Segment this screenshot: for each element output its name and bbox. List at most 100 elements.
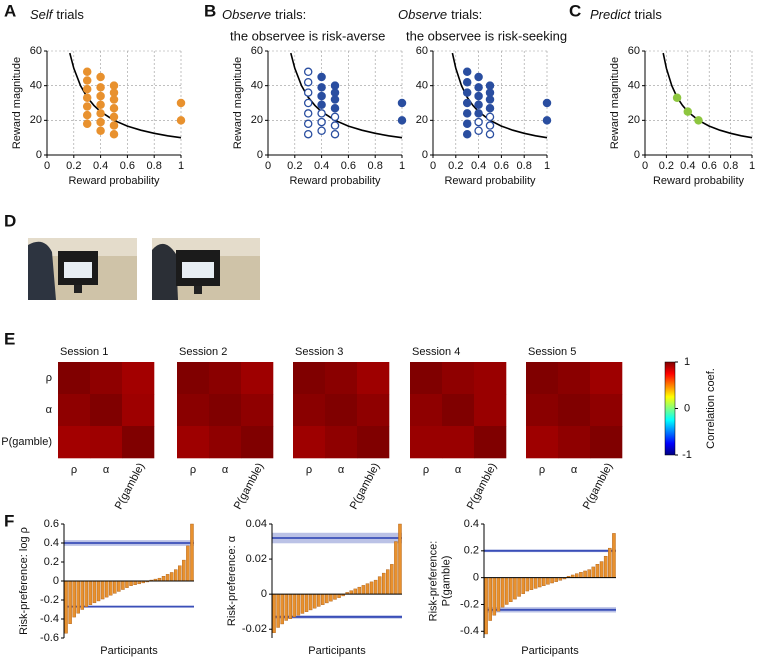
bar — [68, 580, 72, 624]
point — [96, 72, 105, 82]
y-tick-label: 40 — [30, 80, 42, 92]
y-tick-label: 0.02 — [246, 553, 267, 565]
column-label: α — [571, 464, 578, 476]
bar — [173, 569, 178, 582]
title-emphasis: Observe — [398, 7, 447, 22]
bar — [133, 580, 137, 585]
point — [330, 81, 340, 90]
bar — [92, 580, 97, 604]
column-label: ρ — [539, 464, 545, 476]
point — [474, 109, 483, 118]
x-tick-label: 1 — [399, 160, 405, 172]
point — [485, 95, 495, 104]
x-tick-label: 0.8 — [517, 160, 532, 172]
y-tick-label: 0.2 — [44, 556, 59, 568]
x-tick-label: 0.4 — [314, 160, 329, 172]
point — [317, 83, 326, 92]
photo-screen — [182, 262, 214, 278]
point — [109, 112, 119, 122]
photo-person — [152, 243, 178, 300]
bar — [377, 576, 382, 595]
point — [176, 98, 186, 108]
point — [474, 91, 483, 101]
colorbar-tick-label: 1 — [684, 356, 690, 368]
bar — [80, 580, 85, 610]
bar — [504, 577, 509, 605]
heatmap-cell — [526, 362, 559, 395]
point — [303, 129, 313, 139]
column-label: ρ — [306, 464, 312, 476]
heatmap-cell — [590, 394, 623, 427]
heatmap-cell — [590, 426, 623, 459]
heatmap-cell — [526, 394, 559, 427]
heatmap-cell — [558, 394, 591, 427]
heatmap-title: Session 4 — [412, 346, 460, 358]
point — [474, 83, 483, 92]
point — [109, 103, 119, 113]
panel-title: Predict trials — [590, 7, 662, 22]
point — [317, 126, 326, 135]
title-emphasis: Predict — [590, 7, 632, 22]
point — [462, 67, 472, 77]
x-tick-label: 0.4 — [93, 160, 108, 172]
panel-subtitle: the observee is risk-averse — [230, 28, 385, 43]
y-tick-label: 0.04 — [246, 518, 267, 530]
row-label: α — [46, 404, 53, 416]
y-tick-label: -0.4 — [460, 625, 479, 637]
heatmap-cell — [558, 426, 591, 459]
photo — [152, 238, 260, 300]
point — [462, 109, 472, 118]
x-tick-label: 0.6 — [120, 160, 135, 172]
heatmap-cell — [58, 426, 91, 459]
point — [485, 129, 495, 139]
point — [397, 98, 407, 108]
bar — [365, 583, 370, 595]
bar — [337, 593, 341, 598]
x-axis-label: Participants — [521, 645, 579, 657]
heatmap-cell — [90, 394, 123, 427]
bar — [369, 581, 374, 595]
bar — [272, 593, 276, 633]
heatmap-cell — [526, 426, 559, 459]
point — [462, 77, 472, 87]
bar — [178, 565, 182, 582]
heatmap-cell — [122, 362, 155, 395]
x-tick-label: 0 — [265, 160, 271, 172]
heatmap-cell — [474, 394, 507, 427]
heatmap-cell — [590, 362, 623, 395]
column-label: α — [338, 464, 345, 476]
bar — [509, 577, 513, 602]
heatmap-cell — [293, 362, 326, 395]
bar — [308, 593, 313, 611]
x-axis-label: Reward probability — [444, 175, 536, 187]
point — [330, 88, 340, 97]
bar — [84, 580, 89, 607]
panel-letter: B — [204, 1, 216, 20]
y-axis-label: Reward magnitude — [11, 57, 23, 149]
bar — [537, 577, 542, 588]
heatmap-cell — [442, 394, 475, 427]
point — [330, 95, 340, 104]
point — [303, 67, 313, 77]
photo — [28, 238, 137, 300]
colorbar-tick-label: 0 — [684, 402, 690, 414]
point — [474, 126, 483, 135]
panel-letter: C — [569, 1, 581, 20]
y-tick-label: 60 — [416, 45, 428, 57]
bar — [280, 593, 284, 625]
x-tick-label: 0 — [642, 160, 648, 172]
point — [82, 119, 92, 129]
column-label: P(gamble) — [113, 461, 147, 511]
point — [485, 121, 495, 130]
point — [330, 103, 340, 113]
y-tick-label: 0 — [634, 149, 640, 161]
x-tick-label: 0.6 — [341, 160, 356, 172]
heatmap-cell — [293, 394, 326, 427]
y-tick-label: 0.6 — [44, 518, 59, 530]
x-axis-label: Reward probability — [653, 175, 745, 187]
x-axis-label: Reward probability — [68, 175, 160, 187]
point — [317, 91, 326, 101]
bar — [333, 593, 337, 600]
heatmap-cell — [209, 426, 242, 459]
x-tick-label: 0.8 — [368, 160, 383, 172]
